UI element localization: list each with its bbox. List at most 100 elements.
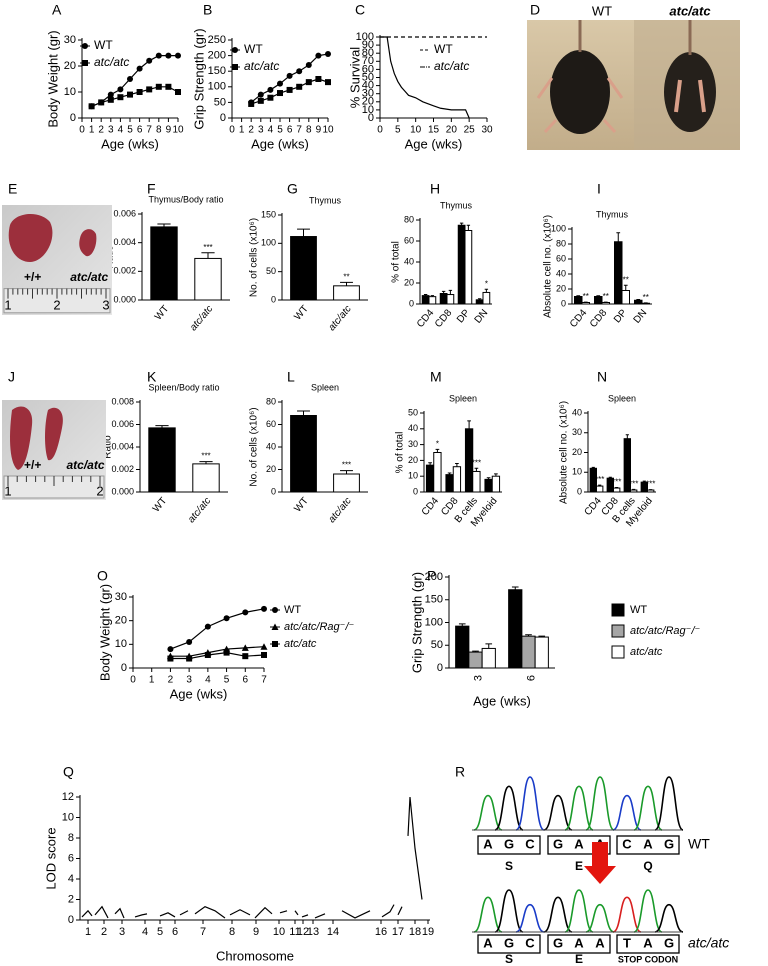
x-tick-label: 5 bbox=[277, 125, 283, 136]
marker bbox=[127, 76, 133, 82]
marker bbox=[315, 76, 322, 82]
y-tick-label: 10 bbox=[115, 638, 127, 650]
bar bbox=[581, 302, 590, 305]
organ bbox=[8, 214, 53, 262]
marker bbox=[325, 79, 331, 86]
y-tick-label: 80 bbox=[556, 238, 566, 248]
y-tick-label: 100 bbox=[551, 223, 566, 233]
y-tick-label: 30 bbox=[64, 34, 76, 46]
bar bbox=[481, 647, 496, 669]
y-tick-label: 0.004 bbox=[111, 441, 134, 451]
x-tick-label: atc/atc bbox=[186, 496, 213, 526]
x-tick-label: WT bbox=[151, 496, 169, 515]
x-tick-label: atc/atc bbox=[188, 304, 215, 334]
organ bbox=[10, 406, 33, 470]
x-tick-label: 18 bbox=[409, 926, 421, 938]
bar bbox=[428, 296, 437, 305]
bar bbox=[484, 478, 493, 493]
base: A bbox=[595, 935, 605, 950]
series-line bbox=[294, 910, 299, 916]
y-tick-label: 40 bbox=[556, 268, 566, 278]
error-bar bbox=[340, 281, 353, 286]
error-bar bbox=[199, 461, 213, 464]
error-bar bbox=[642, 480, 646, 483]
codon-label: S bbox=[505, 952, 513, 966]
base: A bbox=[483, 935, 493, 950]
x-tick-label: 5 bbox=[395, 125, 401, 136]
base: A bbox=[643, 836, 653, 851]
significance: *** bbox=[646, 480, 655, 489]
codon-box bbox=[477, 934, 541, 954]
x-tick-label: DP bbox=[612, 307, 630, 325]
marker bbox=[204, 651, 211, 658]
x-tick-label: 10 bbox=[172, 125, 184, 136]
marker bbox=[272, 607, 278, 613]
marker bbox=[165, 52, 172, 59]
series-line bbox=[407, 796, 423, 900]
error-bar bbox=[608, 476, 612, 479]
panel-letter: Q bbox=[63, 764, 74, 780]
series-line bbox=[314, 913, 326, 919]
organ bbox=[79, 229, 97, 257]
ruler-label: 1 bbox=[4, 298, 11, 313]
y-tick-label: 0 bbox=[413, 486, 418, 496]
y-tick-label: 50 bbox=[362, 71, 374, 83]
panel-letter: G bbox=[287, 181, 298, 197]
error-bar bbox=[297, 410, 310, 416]
x-tick-label: 9 bbox=[316, 125, 322, 136]
bar bbox=[333, 473, 360, 493]
y-tick-label: 0 bbox=[577, 486, 582, 496]
bar bbox=[574, 296, 583, 305]
series-line bbox=[194, 905, 226, 919]
error-bar bbox=[157, 223, 171, 227]
x-tick-label: 2 bbox=[168, 675, 174, 686]
bar bbox=[333, 285, 360, 301]
y-tick-label: 10 bbox=[64, 86, 76, 98]
x-tick-label: 10 bbox=[322, 125, 334, 136]
error-bar bbox=[625, 434, 629, 439]
x-axis-label: Age (wks) bbox=[473, 693, 531, 708]
peak bbox=[515, 903, 545, 933]
base: G bbox=[664, 836, 674, 851]
marker bbox=[232, 64, 238, 70]
x-tick-label: 6 bbox=[137, 125, 143, 136]
marker bbox=[242, 653, 249, 660]
series-line bbox=[381, 904, 395, 918]
codon-box bbox=[547, 934, 611, 954]
bar bbox=[630, 489, 638, 493]
marker bbox=[242, 609, 249, 616]
marker bbox=[267, 86, 274, 93]
marker bbox=[117, 86, 124, 93]
error-bar bbox=[477, 298, 482, 300]
bar bbox=[194, 257, 222, 301]
marker bbox=[277, 90, 283, 97]
bar bbox=[596, 485, 604, 493]
y-tick-label: 80 bbox=[362, 47, 374, 59]
x-tick-label: 8 bbox=[229, 926, 235, 938]
panel-letter: E bbox=[8, 181, 17, 197]
legend-label: WT bbox=[284, 604, 301, 616]
bar bbox=[464, 230, 473, 305]
x-tick-label: 3 bbox=[119, 926, 125, 938]
error-bar bbox=[459, 222, 464, 226]
marker bbox=[146, 86, 153, 93]
error-bar bbox=[466, 224, 471, 231]
y-tick-label: 100 bbox=[356, 31, 374, 43]
significance: *** bbox=[595, 475, 604, 484]
genotype-label: atc/atc bbox=[688, 935, 729, 951]
marker bbox=[82, 43, 88, 49]
x-tick-label: 30 bbox=[481, 125, 493, 136]
x-tick-label: WT bbox=[153, 304, 171, 323]
x-tick-label: CD8 bbox=[433, 307, 455, 330]
chart-title: Spleen bbox=[311, 382, 339, 392]
x-tick-label: 2 bbox=[248, 125, 254, 136]
bar bbox=[150, 226, 178, 301]
marker bbox=[267, 94, 274, 101]
x-tick-label: 4 bbox=[205, 675, 211, 686]
panel-letter: B bbox=[203, 2, 212, 18]
base: G bbox=[504, 935, 514, 950]
series-line bbox=[279, 910, 288, 914]
x-tick-label: 25 bbox=[464, 125, 476, 136]
peak bbox=[494, 785, 524, 831]
bar bbox=[455, 625, 470, 669]
